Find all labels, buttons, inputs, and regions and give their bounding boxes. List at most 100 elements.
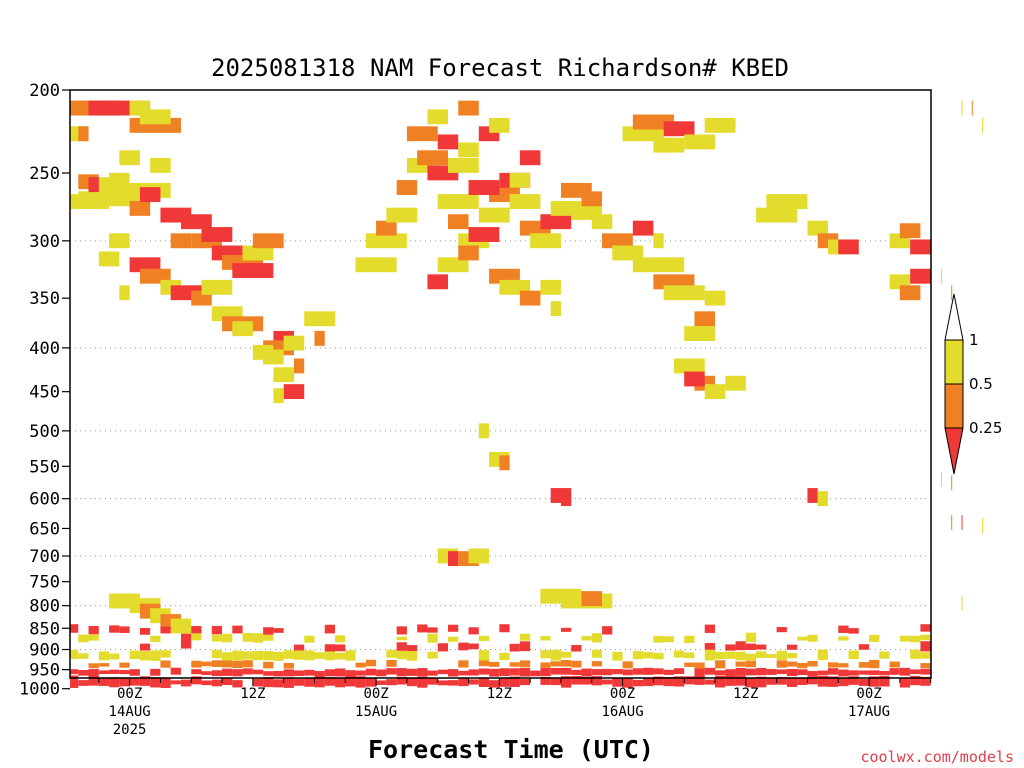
surface-layer-29-2 bbox=[365, 659, 377, 667]
surface-layer-2-0 bbox=[88, 675, 99, 686]
surface-layer-69-6 bbox=[776, 627, 787, 633]
surface-layer-25-4 bbox=[324, 644, 336, 652]
ri-cell-89 bbox=[540, 279, 561, 295]
surface-layer-56-3 bbox=[643, 652, 654, 659]
surface-layer-72-5 bbox=[807, 634, 818, 642]
surface-layer-14-0 bbox=[211, 679, 223, 687]
surface-layer-7-6 bbox=[139, 628, 151, 635]
surface-layer-78-2 bbox=[869, 659, 880, 669]
ri-cell-111 bbox=[684, 326, 716, 341]
surface-layer-12-5 bbox=[191, 633, 202, 641]
ytick-label-950: 950 bbox=[29, 661, 60, 681]
surface-layer-1-3 bbox=[78, 653, 89, 659]
surface-layer-52-0 bbox=[602, 679, 613, 685]
surface-layer-45-1 bbox=[530, 670, 541, 677]
ri-cell-79 bbox=[458, 100, 479, 116]
ri-cell-19 bbox=[139, 187, 161, 203]
surface-layer-21-3 bbox=[283, 650, 294, 659]
ri-cell-184 bbox=[581, 591, 603, 607]
surface-layer-54-2 bbox=[622, 661, 633, 669]
surface-layer-38-4 bbox=[458, 642, 469, 651]
surface-layer-71-2 bbox=[797, 662, 808, 669]
surface-layer-43-4 bbox=[509, 643, 520, 652]
surface-layer-41-1 bbox=[489, 668, 500, 677]
surface-layer-8-3 bbox=[150, 650, 161, 661]
surface-layer-66-4 bbox=[745, 643, 757, 650]
surface-layer-77-0 bbox=[858, 678, 870, 686]
surface-layer-62-0 bbox=[704, 679, 716, 685]
surface-layer-68-1 bbox=[766, 669, 777, 675]
ri-cell-105 bbox=[632, 220, 654, 236]
ri-cell-125 bbox=[899, 285, 921, 301]
surface-layer-69-0 bbox=[776, 677, 787, 685]
surface-layer-28-1 bbox=[355, 670, 366, 676]
surface-layer-54-1 bbox=[622, 669, 633, 676]
surface-layer-18-1 bbox=[252, 669, 264, 675]
ytick-label-450: 450 bbox=[29, 383, 60, 403]
surface-layer-51-3 bbox=[591, 649, 603, 658]
ri-cell-22 bbox=[170, 233, 192, 249]
surface-layer-65-3 bbox=[735, 651, 746, 661]
surface-layer-37-0 bbox=[447, 680, 459, 686]
ri-cell-110 bbox=[694, 311, 716, 327]
ri-cell-69 bbox=[509, 194, 541, 210]
heatmap-cells bbox=[70, 100, 984, 649]
ri-cell-117 bbox=[725, 375, 746, 391]
surface-layer-55-0 bbox=[632, 679, 644, 687]
ri-cell-29 bbox=[242, 245, 274, 261]
surface-layer-74-1 bbox=[827, 668, 839, 675]
ri-cell-47 bbox=[314, 330, 325, 346]
ri-cell-25 bbox=[201, 227, 233, 242]
surface-layer-83-3 bbox=[920, 652, 931, 659]
surface-layer-29-0 bbox=[365, 677, 377, 687]
x-axis: 00Z 14AUG 2025 12Z 00Z 15AUG 12Z 00Z 16AUG 12Z 00Z… bbox=[98, 678, 932, 738]
ri-cell-50 bbox=[293, 358, 305, 374]
surface-layer-38-0 bbox=[458, 677, 469, 687]
surface-layer-43-0 bbox=[509, 676, 520, 687]
surface-layer-31-0 bbox=[386, 679, 397, 686]
surface-layer-3-3 bbox=[98, 651, 110, 661]
surface-layer-58-1 bbox=[663, 669, 674, 675]
surface-layer-31-1 bbox=[386, 668, 397, 675]
surface-layer-66-1 bbox=[745, 668, 757, 676]
ri-cell-106 bbox=[653, 233, 664, 249]
surface-layer-78-0 bbox=[869, 676, 880, 687]
surface-layer-57-3 bbox=[653, 652, 664, 660]
surface-layer-41-0 bbox=[489, 680, 500, 688]
ri-cell-83 bbox=[489, 117, 510, 133]
xtick-label-6-0: 00Z bbox=[856, 686, 881, 702]
surface-layer-60-5 bbox=[684, 635, 695, 644]
credit-text: coolwx.com/models bbox=[860, 748, 1014, 766]
surface-layer-44-1 bbox=[519, 667, 531, 677]
ri-cell-13 bbox=[98, 177, 110, 193]
xtick-label-2-0: 00Z bbox=[363, 686, 388, 702]
ri-cell-155 bbox=[560, 491, 572, 507]
ri-cell-23 bbox=[180, 214, 212, 230]
ri-cell-28 bbox=[232, 263, 274, 278]
chart-title: 2025081318 NAM Forecast Richardson# KBED bbox=[211, 54, 789, 82]
surface-layer-22-0 bbox=[293, 678, 305, 686]
legend-label-2: 0.25 bbox=[969, 419, 1002, 437]
surface-layer-20-3 bbox=[273, 651, 284, 661]
surface-layer-43-2 bbox=[509, 662, 520, 667]
ri-cell-113 bbox=[673, 358, 705, 374]
ri-cell-88 bbox=[519, 290, 541, 306]
surface-layer-67-4 bbox=[756, 644, 767, 650]
surface-layer-58-5 bbox=[663, 636, 674, 643]
surface-layer-31-2 bbox=[386, 659, 397, 667]
xtick-label-4-1: 16AUG bbox=[602, 704, 644, 720]
surface-layer-13-0 bbox=[201, 680, 212, 686]
surface-layer-76-6 bbox=[848, 628, 859, 634]
surface-layer-51-5 bbox=[591, 633, 603, 643]
surface-layer-38-2 bbox=[458, 660, 469, 668]
surface-layer-55-3 bbox=[632, 651, 644, 660]
ri-cell-126 bbox=[910, 268, 931, 284]
surface-layer-5-0 bbox=[119, 677, 130, 687]
surface-layer-51-0 bbox=[591, 676, 603, 686]
ri-cell-103 bbox=[602, 233, 633, 249]
ri-cell-63 bbox=[447, 214, 469, 230]
ri-cell-98 bbox=[684, 134, 716, 150]
ri-cell-15 bbox=[88, 177, 99, 193]
legend-label-1: 0.5 bbox=[969, 375, 993, 393]
ri-cell-54 bbox=[355, 257, 397, 273]
